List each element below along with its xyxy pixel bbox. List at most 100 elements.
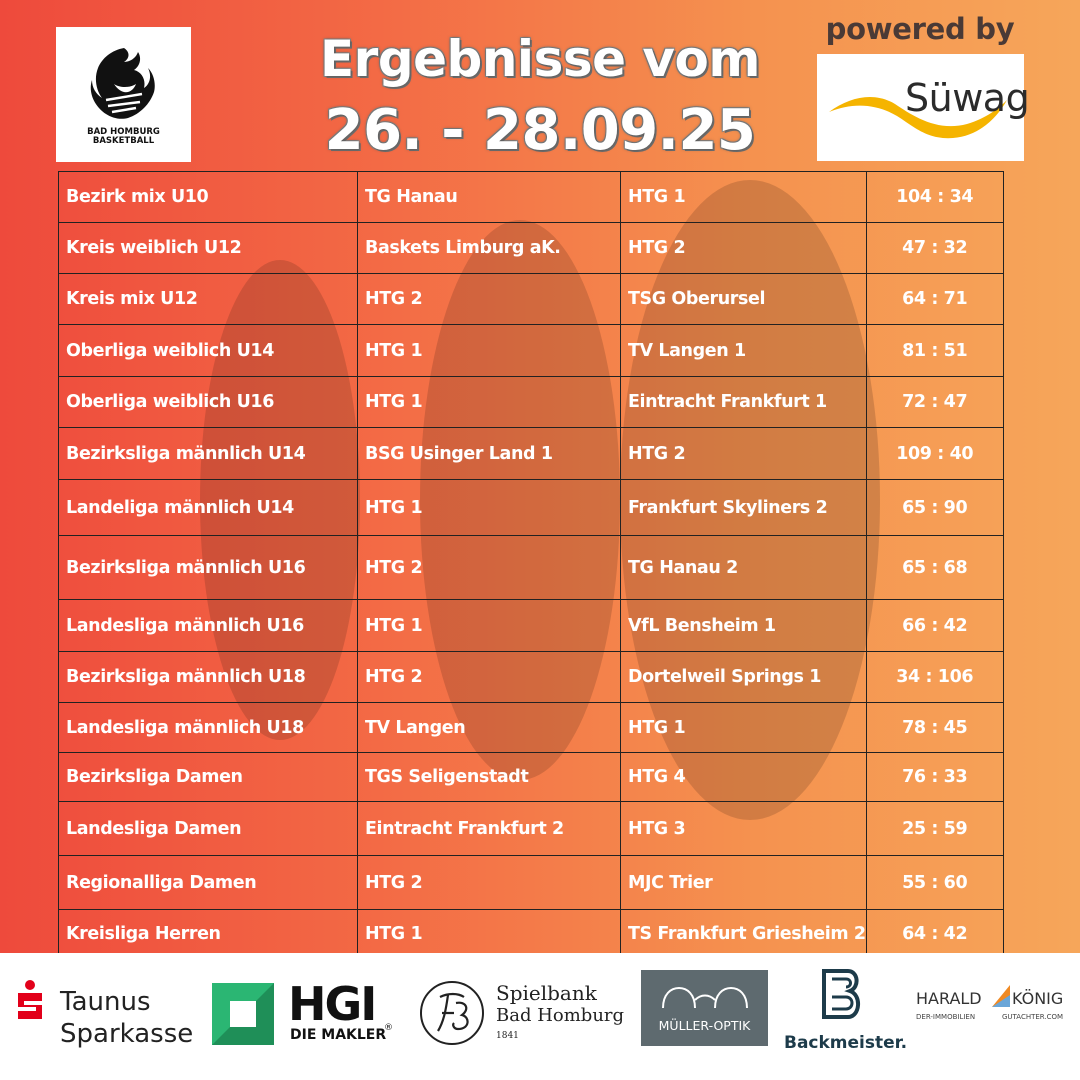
league-cell: Bezirksliga männlich U16 [58,535,358,600]
score-cell: 78 : 45 [865,702,1004,753]
away-team-cell: TV Langen 1 [620,324,867,377]
league-cell: Kreis weiblich U12 [58,222,358,274]
away-team-cell: HTG 2 [620,427,867,480]
home-team-cell: Baskets Limburg aK. [357,222,621,274]
score-cell: 66 : 42 [865,599,1004,652]
score-cell: 64 : 42 [865,909,1004,958]
away-team-cell: HTG 2 [620,222,867,274]
home-team-cell: HTG 2 [357,535,621,600]
spielbank-line1: Spielbank [496,981,597,1005]
league-cell: Kreisliga Herren [58,909,358,958]
harald-surname: KÖNIG [1012,989,1064,1008]
away-team-cell: TS Frankfurt Griesheim 2 [620,909,867,958]
table-row: Bezirksliga Damen TGS Seligenstadt HTG 4 76… [58,752,1004,802]
away-team-cell: HTG 3 [620,801,867,856]
results-table-body: Bezirk mix U10 TG Hanau HTG 1 104 : 34 Kreis… [58,171,1004,958]
table-row: Landesliga männlich U18 TV Langen HTG 1 78 … [58,702,1004,753]
league-cell: Landesliga männlich U18 [58,702,358,753]
away-team-cell: HTG 4 [620,752,867,802]
spielbank-logo: Spielbank Bad Homburg 1841 [418,975,628,1055]
score-cell: 104 : 34 [865,171,1004,223]
home-team-cell: HTG 2 [357,651,621,703]
home-team-cell: HTG 2 [357,855,621,910]
table-row: Bezirk mix U10 TG Hanau HTG 1 104 : 34 [58,171,1004,223]
score-cell: 65 : 68 [865,535,1004,600]
harald-subtitle-2: GUTACHTER.COM [1002,1013,1064,1021]
score-cell: 55 : 60 [865,855,1004,910]
league-cell: Bezirksliga Damen [58,752,358,802]
league-cell: Bezirksliga männlich U14 [58,427,358,480]
table-row: Landesliga männlich U16 HTG 1 VfL Bensheim… [58,599,1004,652]
table-row: Kreis weiblich U12 Baskets Limburg aK. HTG… [58,222,1004,274]
home-team-cell: TV Langen [357,702,621,753]
main-sponsor-logo: Süwag [817,54,1030,161]
sparkasse-logo: Taunus Sparkasse [10,979,195,1059]
away-team-cell: TG Hanau 2 [620,535,867,600]
league-cell: Oberliga weiblich U14 [58,324,358,377]
league-cell: Kreis mix U12 [58,273,358,325]
table-row: Landeliga männlich U14 HTG 1 Frankfurt Sky… [58,479,1004,536]
table-row: Oberliga weiblich U14 HTG 1 TV Langen 1 81 … [58,324,1004,377]
home-team-cell: HTG 2 [357,273,621,325]
sparkasse-line1: Taunus [60,987,151,1017]
home-team-cell: HTG 1 [357,479,621,536]
league-cell: Bezirksliga männlich U18 [58,651,358,703]
home-team-cell: HTG 1 [357,376,621,428]
sparkasse-line2: Sparkasse [60,1019,194,1049]
score-cell: 72 : 47 [865,376,1004,428]
league-cell: Oberliga weiblich U16 [58,376,358,428]
score-cell: 65 : 90 [865,479,1004,536]
away-team-cell: Dortelweil Springs 1 [620,651,867,703]
mueller-optik-logo: MÜLLER-OPTIK [641,970,768,1046]
home-team-cell: TGS Seligenstadt [357,752,621,802]
score-cell: 64 : 71 [865,273,1004,325]
table-row: Bezirksliga männlich U14 BSG Usinger Land… [58,427,1004,480]
spielbank-year: 1841 [496,1031,519,1041]
club-logo-text-line1: BAD HOMBURG [87,126,160,137]
hgi-name: HGI [288,977,377,1031]
away-team-cell: VfL Bensheim 1 [620,599,867,652]
home-team-cell: BSG Usinger Land 1 [357,427,621,480]
away-team-cell: HTG 1 [620,171,867,223]
league-cell: Landesliga Damen [58,801,358,856]
league-cell: Bezirk mix U10 [58,171,358,223]
eagle-icon [90,47,155,119]
away-team-cell: TSG Oberursel [620,273,867,325]
home-team-cell: Eintracht Frankfurt 2 [357,801,621,856]
table-row: Regionalliga Damen HTG 2 MJC Trier 55 : 60 [58,855,1004,910]
home-team-cell: HTG 1 [357,909,621,958]
table-row: Landesliga Damen Eintracht Frankfurt 2 HTG… [58,801,1004,856]
spielbank-line2: Bad Homburg [496,1005,625,1026]
home-team-cell: HTG 1 [357,324,621,377]
powered-by-label: powered by [825,12,1015,46]
away-team-cell: HTG 1 [620,702,867,753]
page-title-dates: 26. - 28.09.25 [324,98,756,163]
roof-icon [992,985,1010,1007]
results-table: Bezirk mix U10 TG Hanau HTG 1 104 : 34 Kreis… [58,171,1004,958]
score-cell: 81 : 51 [865,324,1004,377]
away-team-cell: MJC Trier [620,855,867,910]
hgi-square-icon [212,983,274,1045]
table-row: Bezirksliga männlich U18 HTG 2 Dortelweil … [58,651,1004,703]
league-cell: Landeliga männlich U14 [58,479,358,536]
sponsor-swoosh-icon [829,97,1007,139]
score-cell: 47 : 32 [865,222,1004,274]
hgi-registered-mark: ® [384,1023,393,1033]
glasses-icon [662,986,748,1009]
club-logo-text: BAD HOMBURG BASKETBALL [87,126,160,146]
mueller-optik-name: MÜLLER-OPTIK [658,1018,751,1033]
club-logo-text-line2: BASKETBALL [92,135,155,146]
score-cell: 109 : 40 [865,427,1004,480]
league-cell: Regionalliga Damen [58,855,358,910]
backmeister-name: Backmeister. [784,1033,908,1053]
backmeister-logo: Backmeister. [780,967,907,1067]
away-team-cell: Eintracht Frankfurt 1 [620,376,867,428]
away-team-cell: Frankfurt Skyliners 2 [620,479,867,536]
sparkasse-s-icon [18,980,42,1019]
table-row: Kreisliga Herren HTG 1 TS Frankfurt Griesh… [58,909,1004,958]
harald-subtitle-1: DER-IMMOBILIEN [916,1013,976,1021]
score-cell: 34 : 106 [865,651,1004,703]
sponsor-footer: Taunus Sparkasse HGI DIE MAKLER ® Spielb… [0,953,1080,1080]
league-cell: Landesliga männlich U16 [58,599,358,652]
